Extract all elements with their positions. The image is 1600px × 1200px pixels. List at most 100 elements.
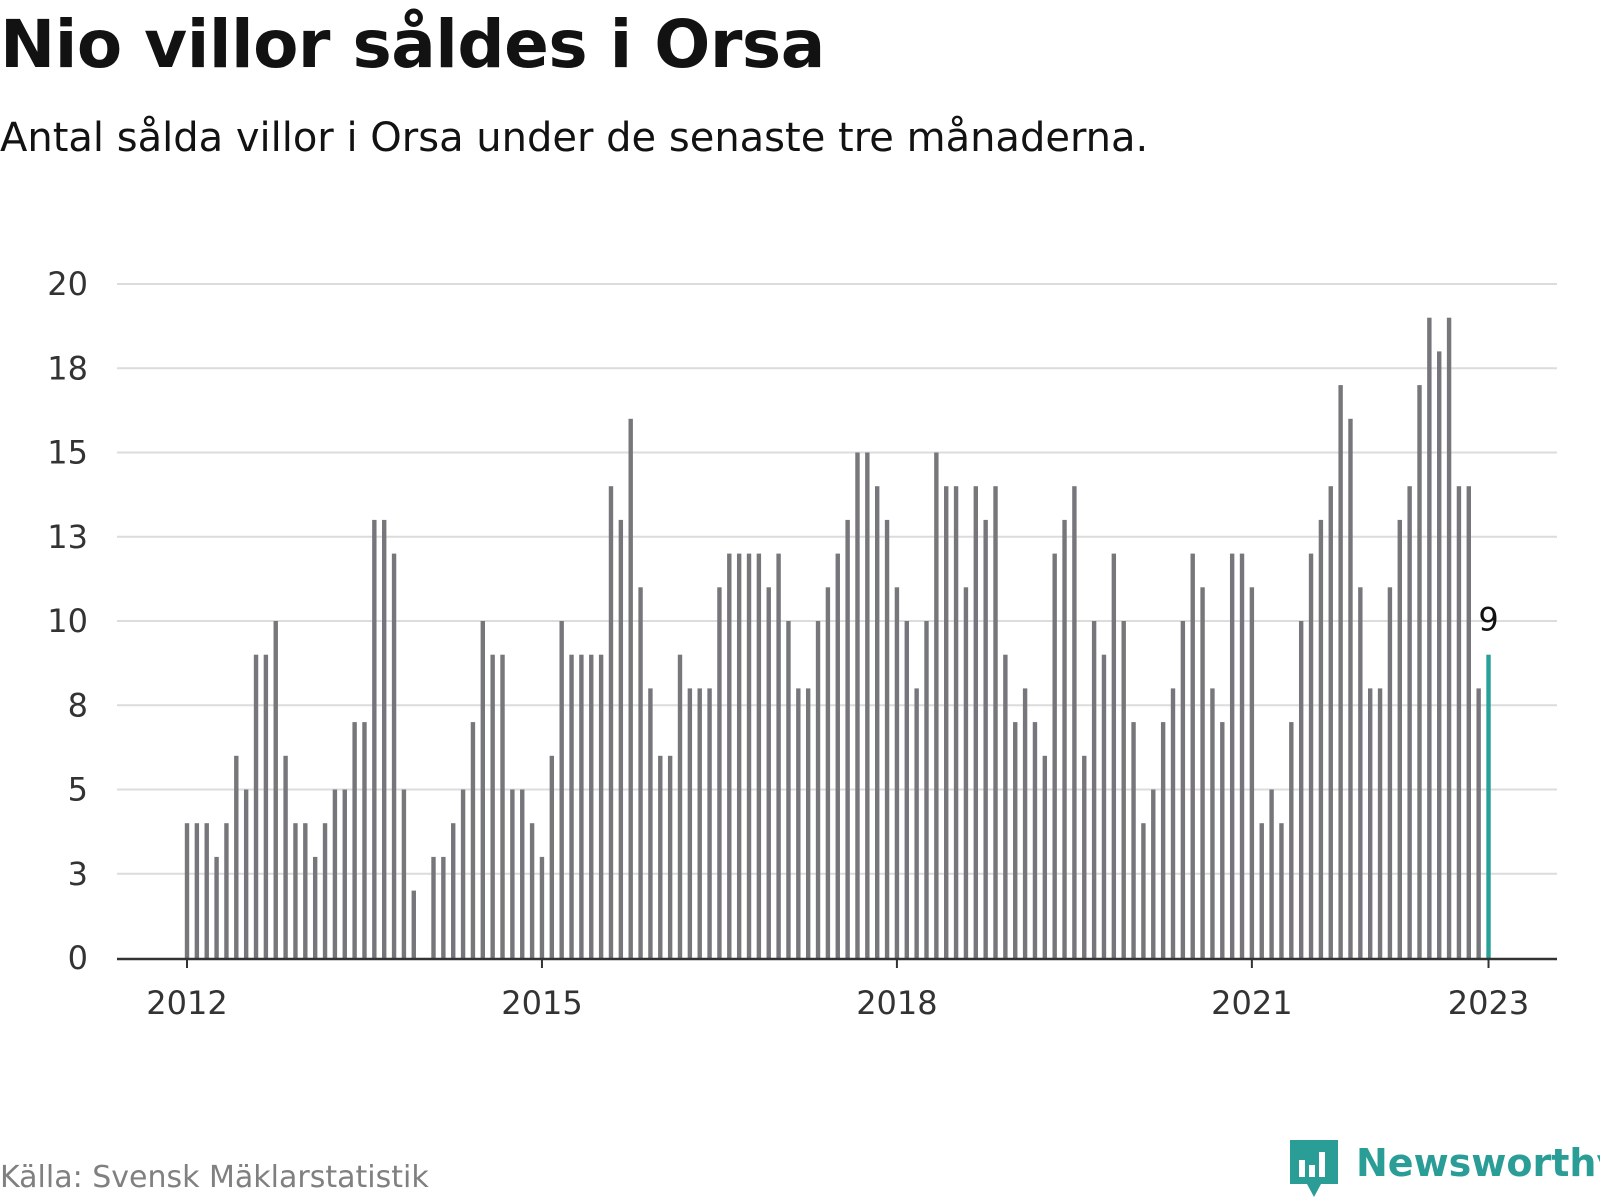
bar (411, 890, 416, 958)
bar (756, 553, 762, 958)
bar (1466, 486, 1471, 958)
bar (1328, 486, 1333, 958)
bar (1091, 621, 1097, 958)
bar (431, 856, 436, 958)
bar (234, 755, 239, 958)
bar (1446, 317, 1452, 958)
bars: 9 (184, 317, 1499, 959)
bar (293, 823, 298, 958)
highlight-bar (1486, 654, 1491, 958)
bar (815, 621, 821, 958)
bar (904, 621, 909, 958)
x-tick-label: 2012 (146, 984, 227, 1022)
x-tick-label: 2018 (856, 984, 937, 1022)
bar (1249, 587, 1255, 958)
bar (677, 654, 683, 958)
bar (1101, 654, 1107, 958)
bar (1022, 688, 1028, 958)
bar (1397, 519, 1402, 958)
bar (638, 587, 643, 958)
y-tick-label: 13 (47, 518, 88, 556)
bar (1052, 553, 1057, 958)
bar (1190, 553, 1195, 958)
bar (510, 789, 515, 958)
bar (1111, 553, 1117, 958)
bar (963, 587, 969, 958)
bar (1229, 553, 1235, 958)
bar (539, 856, 545, 958)
bar (687, 688, 693, 958)
bar (746, 553, 752, 958)
bar (914, 688, 919, 958)
bar (1032, 722, 1038, 958)
bar (322, 823, 328, 958)
bar (569, 654, 574, 958)
x-tick-label: 2015 (501, 984, 582, 1022)
bar (490, 654, 495, 958)
bar (579, 654, 584, 958)
bar (855, 452, 860, 958)
bar (608, 486, 614, 958)
bar (973, 486, 978, 958)
bar (1298, 621, 1304, 958)
bar (805, 688, 811, 958)
bar (1368, 688, 1373, 958)
bar (441, 856, 446, 958)
bar (1417, 385, 1422, 959)
bar (1407, 486, 1412, 958)
bar (776, 553, 781, 958)
y-tick-label: 20 (47, 265, 88, 303)
bar (598, 654, 604, 958)
source-note: Källa: Svensk Mäklarstatistik (0, 1160, 429, 1195)
bar (401, 789, 407, 958)
bar (1180, 621, 1186, 958)
bar (549, 755, 555, 958)
bar (1269, 789, 1274, 958)
axes: 0 3 5 8 10 13 15 18 20 2012 2015 2018 2021 2023 (47, 265, 1557, 1022)
bar (1200, 587, 1205, 958)
bar (1437, 351, 1442, 958)
bar (362, 722, 367, 958)
bar (825, 587, 831, 958)
bar (1427, 317, 1432, 958)
bar (1456, 486, 1462, 958)
bar (520, 789, 525, 958)
bar (529, 823, 535, 958)
bar (1387, 587, 1393, 958)
highlight-value-label: 9 (1478, 601, 1498, 639)
bar (736, 553, 742, 958)
bar (243, 789, 249, 958)
y-tick-label: 15 (47, 434, 88, 472)
bar (391, 553, 397, 958)
bar-chart-speech-bubble-icon (1290, 1140, 1338, 1197)
bar (342, 789, 347, 958)
bar (1131, 722, 1136, 958)
bar (1082, 755, 1087, 958)
bar (1377, 688, 1383, 958)
bar (786, 621, 791, 958)
y-tick-label: 3 (68, 855, 88, 893)
bar (451, 823, 456, 958)
bar (559, 621, 564, 958)
bar (658, 755, 663, 958)
y-tick-label: 5 (68, 771, 88, 809)
y-tick-label: 8 (68, 686, 88, 724)
newsworthy-logo: Newsworthy (1290, 1140, 1600, 1200)
bar (1160, 722, 1166, 958)
bar (835, 553, 840, 958)
bar (944, 486, 949, 958)
chart-title: Nio villor såldes i Orsa (0, 6, 825, 83)
bar (953, 486, 959, 958)
bar (1170, 688, 1176, 958)
bar (707, 688, 712, 958)
bar (204, 823, 209, 958)
y-tick-label: 10 (47, 602, 88, 640)
bar (1072, 486, 1077, 958)
bar (1042, 755, 1048, 958)
bar (253, 654, 259, 958)
bar (480, 621, 485, 958)
bar (1348, 418, 1353, 958)
bar (382, 519, 387, 958)
bar (934, 452, 939, 958)
bar (1308, 553, 1314, 958)
